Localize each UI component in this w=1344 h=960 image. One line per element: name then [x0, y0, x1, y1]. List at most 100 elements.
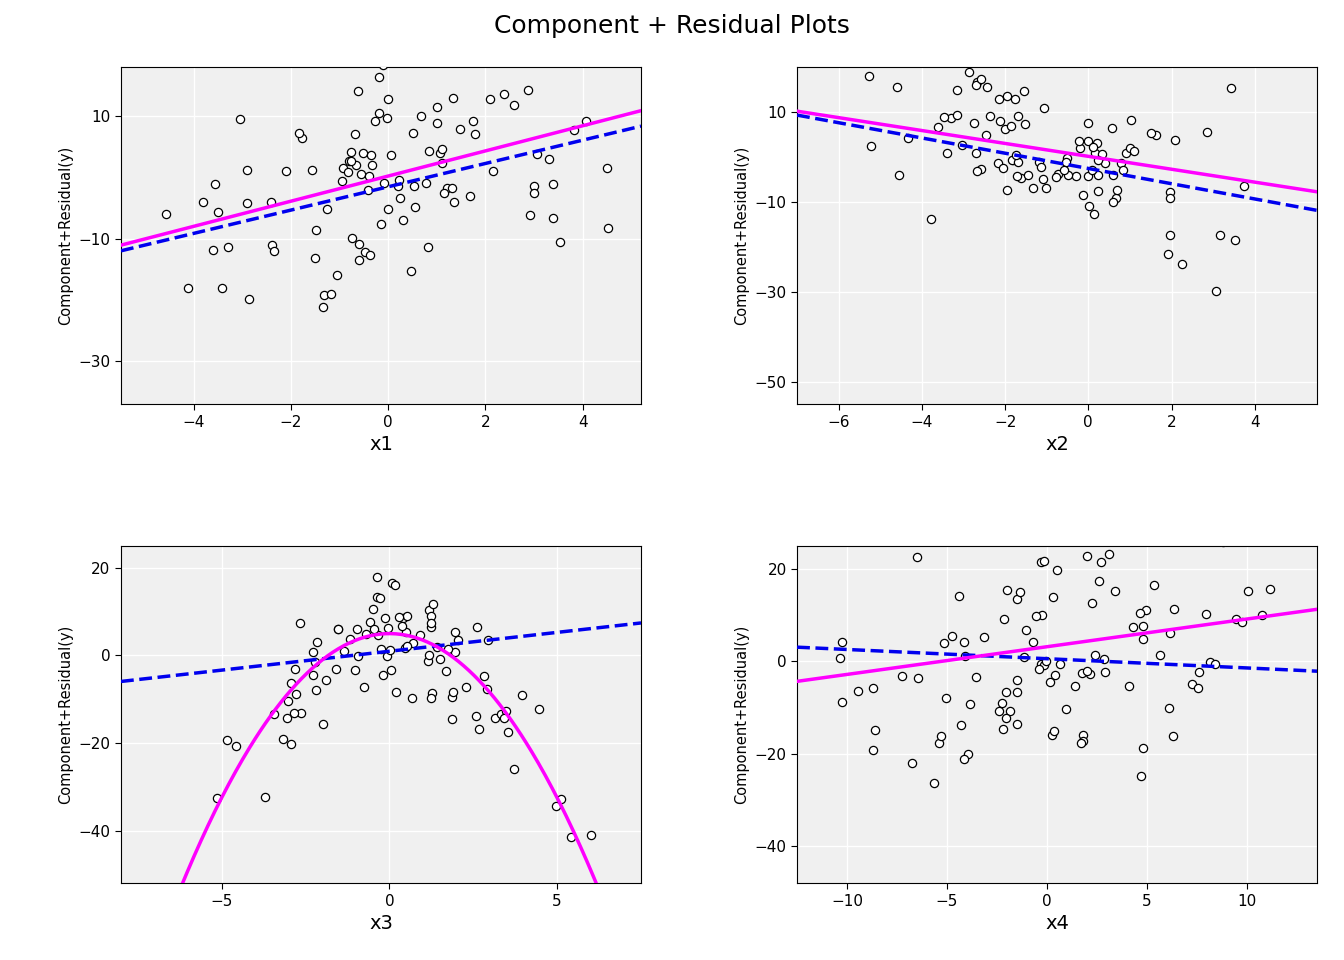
Point	[433, 185, 454, 201]
Point	[1133, 618, 1154, 634]
Point	[360, 147, 382, 162]
Point	[550, 791, 571, 806]
Point	[409, 627, 430, 642]
Point	[1157, 246, 1179, 261]
Point	[1220, 81, 1242, 96]
Point	[976, 79, 997, 94]
Point	[966, 163, 988, 179]
Point	[388, 609, 410, 624]
Point	[355, 626, 376, 641]
Point	[1105, 190, 1126, 205]
Point	[444, 195, 465, 210]
Point	[1007, 168, 1028, 183]
Point	[317, 201, 339, 216]
Point	[359, 168, 380, 183]
Point	[263, 244, 285, 259]
Point	[370, 641, 391, 657]
Point	[1094, 663, 1116, 679]
Point	[281, 736, 302, 752]
Point	[395, 625, 417, 640]
Point	[426, 99, 448, 114]
Point	[973, 630, 995, 645]
Point	[290, 705, 312, 720]
Point	[1224, 232, 1246, 248]
Point	[466, 619, 488, 635]
Point	[1122, 619, 1144, 635]
Point	[263, 706, 285, 721]
Point	[1085, 647, 1106, 662]
Point	[430, 145, 452, 160]
Point	[325, 661, 347, 677]
Point	[410, 108, 431, 124]
Point	[226, 739, 247, 755]
Point	[1196, 125, 1218, 140]
Point	[460, 188, 481, 204]
Point	[1005, 150, 1027, 165]
Point	[370, 590, 391, 606]
Point	[1132, 741, 1153, 756]
Point	[477, 633, 499, 648]
Point	[970, 161, 992, 177]
Point	[192, 194, 214, 209]
Point	[1077, 548, 1098, 564]
Point	[907, 670, 929, 685]
Point	[344, 661, 366, 677]
Point	[437, 641, 458, 657]
Point	[1034, 101, 1055, 116]
Point	[888, 167, 910, 182]
Point	[1001, 118, 1023, 133]
Point	[512, 687, 534, 703]
Point	[465, 127, 487, 142]
Point	[1073, 188, 1094, 204]
Point	[449, 121, 470, 136]
Point	[327, 621, 348, 636]
Point	[528, 702, 550, 717]
Point	[462, 113, 484, 129]
Point	[476, 682, 497, 697]
Y-axis label: Component+Residual(y): Component+Residual(y)	[58, 625, 73, 804]
Point	[206, 790, 227, 805]
Point	[496, 703, 517, 718]
Point	[1087, 167, 1109, 182]
Point	[360, 614, 382, 630]
Point	[863, 742, 884, 757]
Point	[339, 153, 360, 168]
Point	[442, 90, 464, 106]
Point	[995, 684, 1016, 700]
Point	[481, 163, 503, 179]
Point	[376, 110, 398, 126]
Point	[992, 721, 1013, 736]
Y-axis label: Component+Residual(y): Component+Residual(y)	[734, 146, 749, 325]
Point	[177, 280, 199, 296]
Point	[1120, 140, 1141, 156]
Point	[1050, 657, 1071, 672]
Point	[364, 113, 386, 129]
Point	[280, 676, 301, 691]
Point	[422, 597, 444, 612]
Point	[1028, 661, 1050, 677]
Point	[202, 243, 223, 258]
Point	[305, 683, 327, 698]
Point	[1251, 607, 1273, 622]
Point	[1090, 554, 1111, 569]
Point	[372, 667, 394, 683]
Point	[497, 724, 519, 739]
Point	[435, 180, 457, 196]
Point	[1078, 133, 1099, 149]
Point	[546, 798, 567, 813]
Point	[1043, 589, 1064, 605]
Point	[1181, 676, 1203, 691]
Point	[857, 69, 879, 84]
Point	[366, 569, 387, 585]
Point	[360, 157, 382, 173]
Point	[992, 160, 1013, 176]
Point	[382, 576, 403, 591]
Point	[379, 642, 401, 658]
Point	[970, 71, 992, 86]
Point	[1232, 179, 1254, 194]
Point	[954, 648, 976, 663]
Point	[1007, 684, 1028, 700]
X-axis label: x2: x2	[1046, 436, 1068, 454]
Point	[1064, 168, 1086, 183]
Point	[921, 211, 942, 227]
